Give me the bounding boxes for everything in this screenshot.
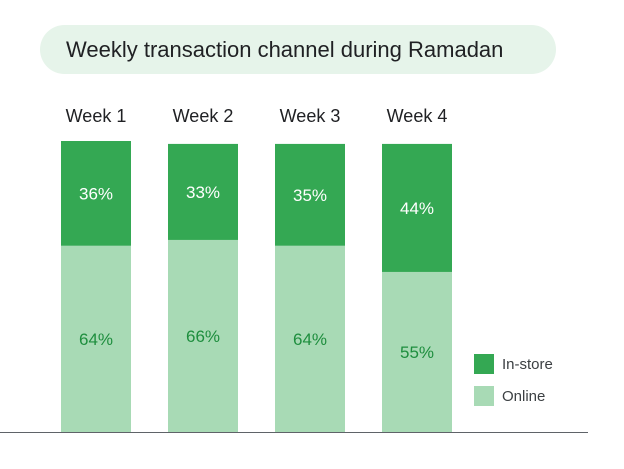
chart-title-pill: Weekly transaction channel during Ramada… [40, 25, 556, 74]
x-tick-label-week-3: Week 3 [280, 106, 341, 126]
legend-label-online: Online [502, 388, 545, 405]
data-label-online-week-4: 55% [400, 343, 434, 362]
x-tick-label-week-1: Week 1 [66, 106, 127, 126]
chart-title: Weekly transaction channel during Ramada… [66, 36, 504, 62]
bar-online-week-3 [275, 245, 345, 432]
bar-in-store-week-1 [61, 141, 131, 246]
bar-online-week-2 [168, 239, 238, 432]
x-tick-label-week-4: Week 4 [387, 106, 448, 126]
data-label-online-week-2: 66% [186, 327, 220, 346]
legend-label-in-store: In-store [502, 356, 553, 373]
data-label-online-week-1: 64% [79, 330, 113, 349]
data-label-in-store-week-1: 36% [79, 184, 113, 203]
data-label-online-week-3: 64% [293, 330, 327, 349]
bar-in-store-week-2 [168, 143, 238, 240]
data-label-in-store-week-4: 44% [400, 199, 434, 218]
legend-swatch-in-store [474, 354, 494, 374]
data-label-in-store-week-2: 33% [186, 183, 220, 202]
legend-swatch-online [474, 386, 494, 406]
bar-in-store-week-4 [382, 143, 452, 272]
bar-online-week-4 [382, 271, 452, 432]
data-label-in-store-week-3: 35% [293, 186, 327, 205]
bar-in-store-week-3 [275, 143, 345, 246]
x-tick-label-week-2: Week 2 [173, 106, 234, 126]
bar-online-week-1 [61, 245, 131, 432]
